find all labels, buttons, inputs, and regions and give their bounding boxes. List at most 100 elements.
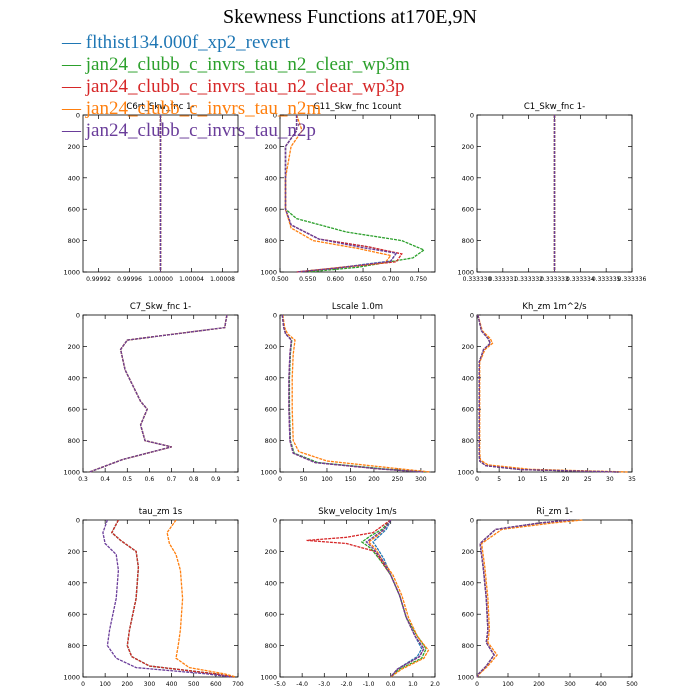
x-tick-label: 1.00008 (210, 276, 235, 283)
subplot-title: C1_Skw_fnc 1- (524, 102, 585, 112)
x-tick-label: 0 (475, 476, 479, 483)
y-tick-label: 1000 (260, 674, 277, 682)
x-tick-label: -1.0 (363, 681, 375, 688)
x-tick-label: 50 (300, 476, 308, 483)
legend-item-4: — jan24_clubb_c_invrs_tau_n2m (62, 98, 322, 119)
series-line-3 (110, 519, 234, 678)
series-line-3 (476, 519, 571, 678)
x-tick-label: 5 (497, 476, 501, 483)
y-tick-label: 400 (265, 579, 277, 587)
x-tick-label: 200 (122, 681, 134, 688)
series-line-4 (282, 314, 431, 473)
x-tick-label: 30 (606, 476, 614, 483)
y-tick-label: 800 (462, 437, 474, 445)
y-tick-label: 0 (470, 112, 474, 120)
y-tick-label: 600 (462, 406, 474, 414)
y-tick-label: 1000 (457, 269, 474, 277)
y-tick-label: 600 (265, 611, 277, 619)
x-tick-label: 200 (368, 476, 380, 483)
x-tick-label: 0.500 (271, 276, 288, 283)
subplot-2: C11_Skw_fnc 1count 0 200 400 600 800 10000.500… (260, 102, 436, 283)
plot-frame (476, 314, 633, 473)
plot-frame (279, 114, 436, 273)
y-tick-label: 600 (68, 206, 80, 214)
series-line-2 (284, 115, 426, 273)
plot-frame (476, 519, 633, 678)
series-line-2 (360, 519, 427, 678)
y-tick-label: 800 (68, 437, 80, 445)
subplot-title: C7_Skw_fnc 1- (130, 302, 191, 312)
series-line-4 (367, 519, 430, 678)
plot-frame (279, 519, 436, 678)
legend-item-1: — flthist134.000f_xp2_revert (62, 32, 290, 53)
x-tick-label: 0.7 (167, 476, 177, 483)
x-tick-label: 0.8 (189, 476, 199, 483)
y-tick-label: 600 (462, 206, 474, 214)
x-tick-label: 0.750 (410, 276, 427, 283)
x-tick-label: 0.3 (78, 476, 88, 483)
series-line-2 (476, 519, 571, 678)
y-tick-label: 0 (470, 517, 474, 525)
y-tick-label: 0 (76, 312, 80, 320)
series-line-1 (89, 314, 228, 473)
x-tick-label: 300 (144, 681, 156, 688)
x-tick-label: 300 (415, 476, 427, 483)
subplot-title: C6rt_Skw_fnc 1- (126, 102, 194, 112)
y-tick-label: 800 (462, 642, 474, 650)
x-tick-label: 2.0 (430, 681, 440, 688)
y-tick-label: 200 (462, 343, 474, 351)
y-tick-label: 400 (68, 174, 80, 182)
x-tick-label: 0.4 (100, 476, 110, 483)
x-tick-label: -5.0 (274, 681, 286, 688)
x-tick-label: 0.9 (211, 476, 221, 483)
series-line-1 (281, 314, 426, 473)
y-tick-label: 200 (68, 343, 80, 351)
x-tick-label: 100 (502, 681, 514, 688)
y-tick-label: 200 (462, 548, 474, 556)
y-tick-label: 1000 (457, 469, 474, 477)
subplot-title: Skw_velocity 1m/s (318, 507, 397, 517)
y-tick-label: 200 (265, 143, 277, 151)
y-tick-label: 200 (462, 143, 474, 151)
series-line-5 (89, 314, 228, 473)
y-tick-label: 1000 (63, 674, 80, 682)
x-tick-label: 1 (236, 476, 240, 483)
x-tick-label: 0.650 (354, 276, 371, 283)
x-tick-label: 0.333333 (540, 276, 569, 283)
x-tick-label: 150 (345, 476, 357, 483)
x-tick-label: 20 (562, 476, 570, 483)
y-tick-label: 1000 (260, 469, 277, 477)
x-tick-label: 500 (188, 681, 200, 688)
x-tick-label: 0.333335 (592, 276, 621, 283)
plot-frame (279, 314, 436, 473)
x-tick-label: 0 (278, 476, 282, 483)
x-tick-label: 100 (99, 681, 111, 688)
x-tick-label: 0.333334 (566, 276, 595, 283)
series-line-5 (365, 519, 425, 678)
x-tick-label: 0.600 (327, 276, 344, 283)
subplot-title: Ri_zm 1- (536, 507, 572, 517)
x-tick-label: 0.333330 (463, 276, 492, 283)
series-line-5 (281, 314, 424, 473)
y-tick-label: 800 (462, 237, 474, 245)
x-tick-label: 15 (540, 476, 548, 483)
y-tick-label: 400 (462, 174, 474, 182)
x-tick-label: 200 (533, 681, 545, 688)
x-tick-label: 400 (166, 681, 178, 688)
x-tick-label: 35 (628, 476, 636, 483)
subplot-title: Kh_zm 1m^2/s (522, 302, 587, 312)
x-tick-label: 600 (210, 681, 222, 688)
y-tick-label: 400 (68, 579, 80, 587)
y-tick-label: 600 (265, 406, 277, 414)
x-tick-label: 25 (584, 476, 592, 483)
x-tick-label: 250 (392, 476, 404, 483)
y-tick-label: 400 (68, 374, 80, 382)
series-line-3 (89, 314, 228, 473)
subplot-title: C11_Skw_fnc 1count (314, 102, 402, 112)
series-line-3 (306, 519, 425, 678)
y-tick-label: 800 (265, 237, 277, 245)
x-tick-label: 0.333336 (618, 276, 647, 283)
